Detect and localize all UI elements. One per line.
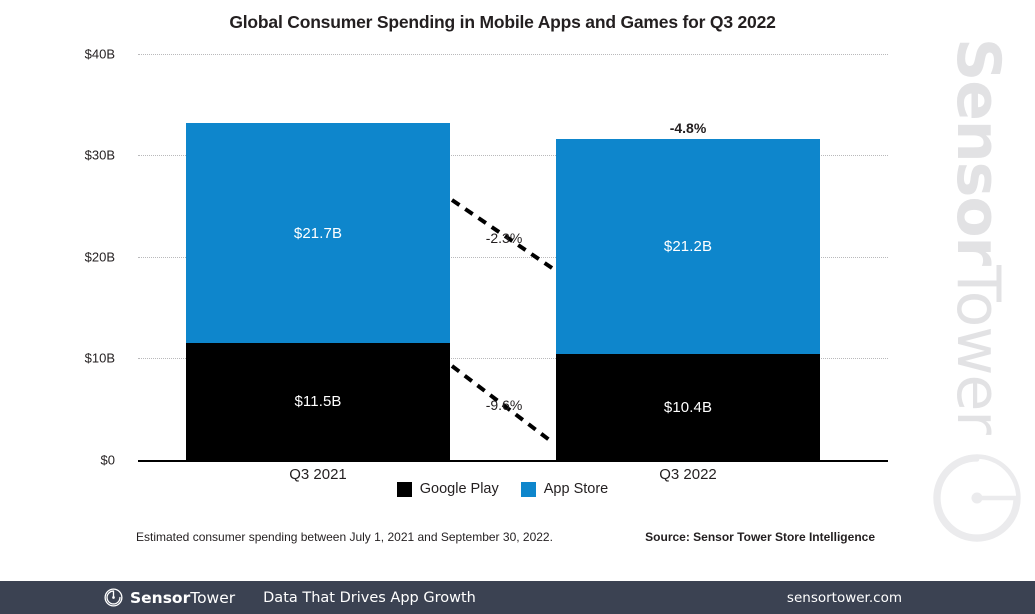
x-axis-label-q3-2022: Q3 2022: [659, 466, 717, 483]
arrow-google-play-change-icon: [450, 364, 554, 444]
bar-q3-2021-app-store[interactable]: $21.7B: [186, 123, 450, 343]
legend-swatch-app-store-icon: [520, 481, 536, 497]
bar-label-q3-2021-google-play: $11.5B: [294, 393, 342, 410]
legend-label-google-play: Google Play: [419, 481, 499, 497]
footer-brand: SensorTower: [130, 589, 235, 607]
footer-bar: SensorTower Data That Drives App Growth …: [0, 581, 1035, 614]
watermark-brand-bold: Sensor: [943, 38, 1013, 266]
chart-title: Global Consumer Spending in Mobile Apps …: [229, 12, 776, 32]
y-axis-tick-30: $30B: [84, 147, 115, 163]
bar-q3-2021-google-play[interactable]: $11.5B: [186, 343, 450, 460]
footer-url[interactable]: sensortower.com: [786, 589, 902, 606]
y-axis-tick-0: $0: [100, 452, 115, 468]
legend-swatch-google-play-icon: [396, 481, 412, 497]
x-axis-label-q3-2021: Q3 2021: [289, 466, 347, 483]
footer-sensor-tower-logo-icon: [104, 588, 123, 607]
watermark-text: SensorTower: [943, 38, 1013, 434]
annotation-total-change: -4.8%: [669, 120, 707, 136]
gridline-20: [138, 257, 888, 258]
footer-brand-light: Tower: [190, 588, 236, 607]
gridline-30: [138, 155, 888, 156]
y-axis-tick-10: $10B: [84, 350, 115, 366]
annotation-app-store-change: -2.3%: [485, 230, 523, 246]
annotation-google-play-change: -9.6%: [485, 397, 523, 413]
legend-item-google-play[interactable]: Google Play: [396, 481, 499, 497]
bar-q3-2022-google-play[interactable]: $10.4B: [556, 354, 820, 460]
bar-label-q3-2022-google-play: $10.4B: [663, 398, 713, 416]
y-axis-tick-40: $40B: [84, 46, 115, 62]
plot-area: $21.7B $11.5B $21.2B $10.4B -4.8% -2.3% …: [138, 54, 888, 460]
arrow-app-store-change-icon: [450, 198, 554, 270]
gridline-40: [138, 54, 888, 55]
bar-label-q3-2022-app-store: $21.2B: [663, 238, 713, 255]
watermark-brand-light: Tower: [943, 265, 1013, 434]
chart-legend: Google Play App Store: [0, 481, 1005, 497]
legend-item-app-store[interactable]: App Store: [520, 481, 609, 497]
footnote-estimate: Estimated consumer spending between July…: [136, 530, 553, 544]
footer-brand-bold: Sensor: [130, 588, 191, 607]
x-axis-line: [138, 460, 888, 462]
y-axis-tick-20: $20B: [84, 249, 115, 265]
bar-label-q3-2021-app-store: $21.7B: [293, 224, 343, 242]
footnote-source: Source: Sensor Tower Store Intelligence: [645, 530, 875, 544]
footer-tagline: Data That Drives App Growth: [263, 589, 476, 606]
legend-label-app-store: App Store: [543, 481, 609, 497]
sensor-tower-logo-icon: [933, 454, 1021, 542]
bar-q3-2022-app-store[interactable]: $21.2B: [556, 139, 820, 354]
gridline-10: [138, 358, 888, 359]
